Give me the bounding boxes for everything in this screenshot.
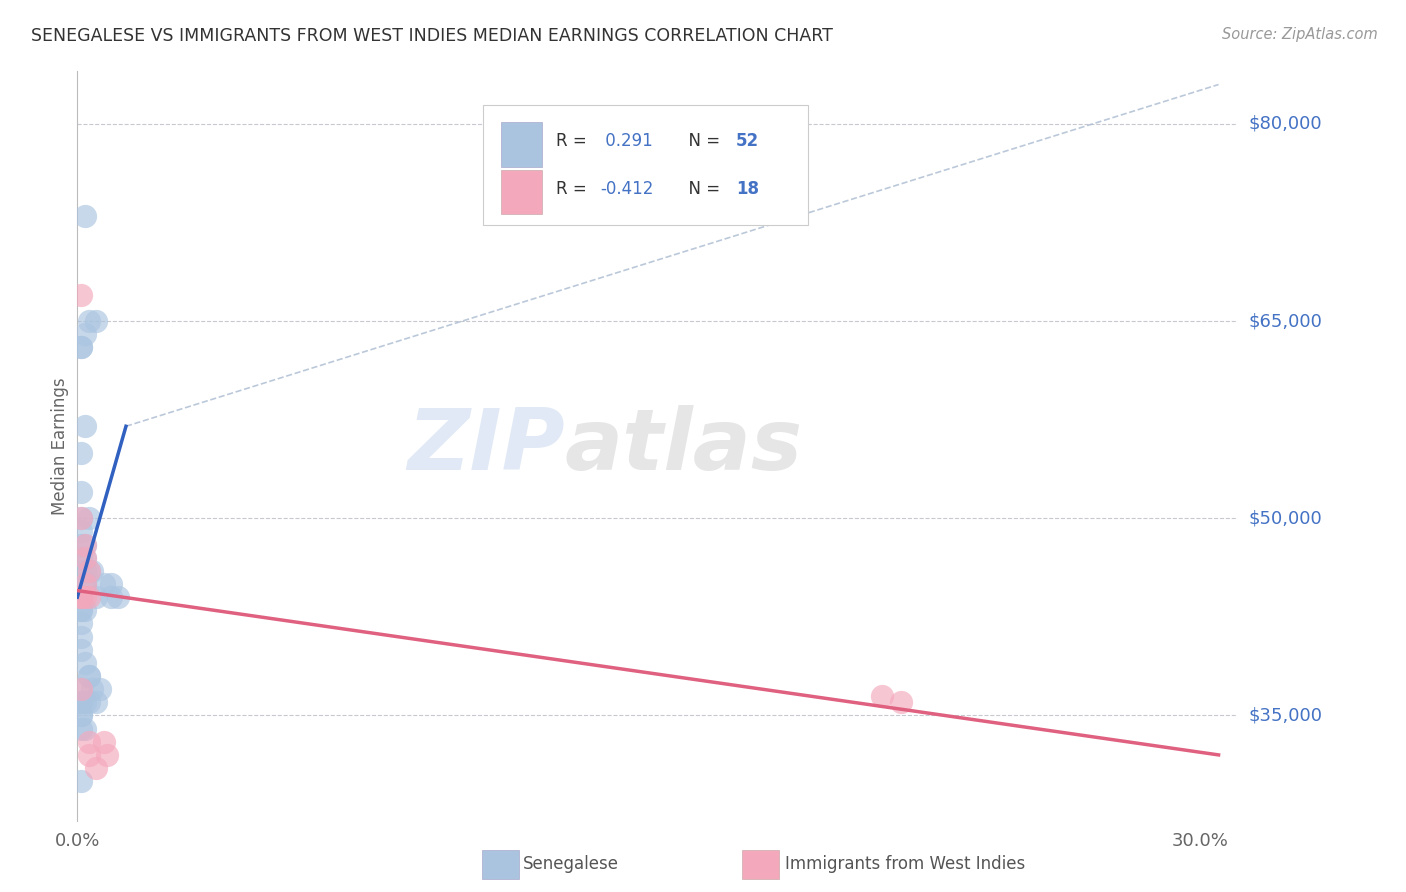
- Point: [82, 682, 104, 697]
- Point: [70, 485, 93, 500]
- Point: [107, 590, 129, 604]
- Point: [77, 590, 100, 604]
- Text: ZIP: ZIP: [406, 404, 565, 488]
- Text: SENEGALESE VS IMMIGRANTS FROM WEST INDIES MEDIAN EARNINGS CORRELATION CHART: SENEGALESE VS IMMIGRANTS FROM WEST INDIE…: [31, 27, 832, 45]
- Point: [89, 682, 111, 697]
- Point: [73, 590, 96, 604]
- Point: [96, 747, 118, 762]
- Point: [70, 774, 93, 789]
- Point: [73, 550, 96, 565]
- Point: [73, 419, 96, 434]
- Text: $50,000: $50,000: [1249, 509, 1322, 527]
- Point: [70, 538, 93, 552]
- Point: [100, 590, 122, 604]
- Point: [70, 340, 93, 354]
- Point: [84, 590, 107, 604]
- Point: [70, 590, 93, 604]
- Point: [70, 590, 93, 604]
- Point: [889, 695, 911, 709]
- Point: [93, 577, 115, 591]
- Point: [73, 695, 96, 709]
- Text: $80,000: $80,000: [1249, 115, 1322, 133]
- Point: [70, 695, 93, 709]
- Point: [70, 511, 93, 525]
- Point: [73, 603, 96, 617]
- Text: $35,000: $35,000: [1249, 706, 1323, 724]
- Point: [77, 695, 100, 709]
- Text: Source: ZipAtlas.com: Source: ZipAtlas.com: [1222, 27, 1378, 42]
- Point: [70, 708, 93, 723]
- Text: 18: 18: [737, 180, 759, 198]
- Point: [70, 695, 93, 709]
- Text: -0.412: -0.412: [600, 180, 654, 198]
- Point: [70, 590, 93, 604]
- Point: [73, 550, 96, 565]
- Point: [82, 564, 104, 578]
- Point: [77, 564, 100, 578]
- Point: [70, 288, 93, 302]
- Point: [77, 669, 100, 683]
- FancyBboxPatch shape: [501, 122, 543, 167]
- Text: N =: N =: [678, 132, 725, 150]
- Point: [70, 550, 93, 565]
- Point: [70, 445, 93, 459]
- Point: [93, 735, 115, 749]
- Point: [73, 722, 96, 736]
- Point: [77, 314, 100, 328]
- Point: [70, 340, 93, 354]
- Point: [77, 669, 100, 683]
- Point: [73, 656, 96, 670]
- FancyBboxPatch shape: [484, 105, 808, 225]
- Point: [77, 511, 100, 525]
- Point: [70, 630, 93, 644]
- Point: [70, 603, 93, 617]
- Text: $65,000: $65,000: [1249, 312, 1322, 330]
- Text: Immigrants from West Indies: Immigrants from West Indies: [785, 855, 1025, 873]
- Point: [70, 616, 93, 631]
- Text: R =: R =: [557, 180, 592, 198]
- Point: [84, 761, 107, 775]
- Point: [70, 682, 93, 697]
- Point: [73, 538, 96, 552]
- Point: [84, 695, 107, 709]
- Point: [70, 708, 93, 723]
- Text: 0.291: 0.291: [600, 132, 654, 150]
- Point: [73, 577, 96, 591]
- Point: [70, 722, 93, 736]
- Point: [73, 577, 96, 591]
- Text: Senegalese: Senegalese: [523, 855, 619, 873]
- Point: [70, 682, 93, 697]
- Y-axis label: Median Earnings: Median Earnings: [51, 377, 69, 515]
- Point: [70, 511, 93, 525]
- Point: [73, 577, 96, 591]
- Point: [73, 209, 96, 223]
- Point: [73, 538, 96, 552]
- Point: [73, 327, 96, 342]
- Point: [70, 603, 93, 617]
- Text: 52: 52: [737, 132, 759, 150]
- Point: [870, 689, 893, 703]
- Point: [84, 314, 107, 328]
- Text: N =: N =: [678, 180, 725, 198]
- Point: [100, 577, 122, 591]
- Text: atlas: atlas: [565, 404, 803, 488]
- Text: R =: R =: [557, 132, 592, 150]
- Point: [70, 590, 93, 604]
- Point: [77, 564, 100, 578]
- Point: [77, 747, 100, 762]
- Point: [70, 590, 93, 604]
- Point: [73, 564, 96, 578]
- Point: [70, 642, 93, 657]
- Point: [70, 524, 93, 539]
- FancyBboxPatch shape: [501, 169, 543, 214]
- Point: [70, 590, 93, 604]
- Point: [77, 735, 100, 749]
